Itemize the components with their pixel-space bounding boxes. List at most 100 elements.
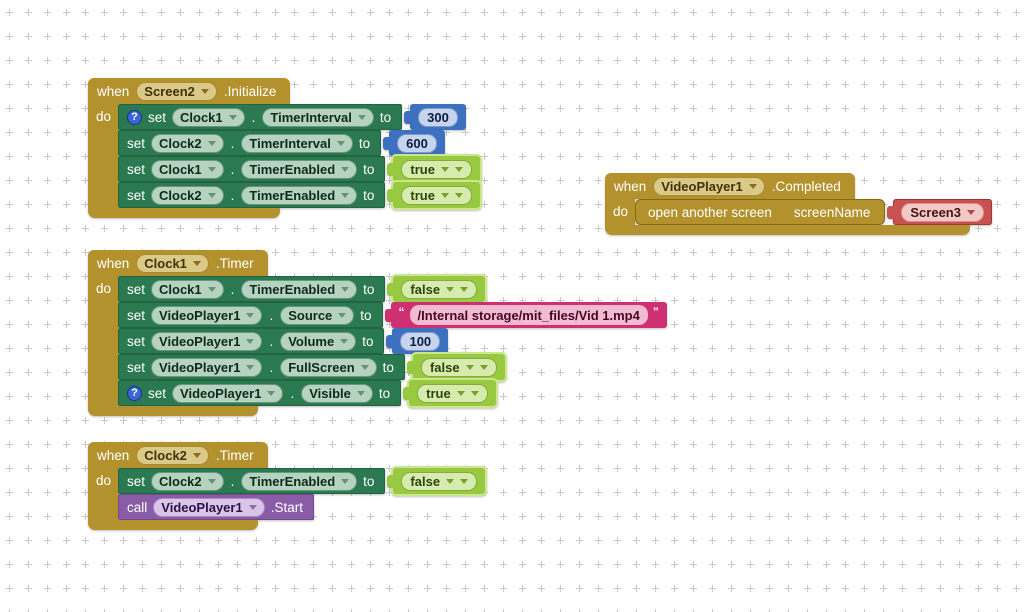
event-block-header[interactable]: when Clock2 .Timer [88, 442, 268, 468]
set-block[interactable]: set Clock1. TimerEnabled to [118, 156, 386, 182]
chevron-down-icon [460, 286, 469, 292]
component-dropdown-label: Clock2 [144, 447, 187, 463]
property-dropdown[interactable]: Volume [280, 331, 357, 351]
number-block[interactable]: 600 [383, 130, 445, 156]
set-block[interactable]: set VideoPlayer1. FullScreen to [118, 354, 405, 380]
event-block-clock1.timer[interactable]: when Clock1 .Timer do set Clock1. TimerEnabled… [88, 250, 667, 416]
set-label: set [127, 307, 146, 323]
chevron-down-icon [338, 312, 347, 318]
boolean-dropdown-label: true [426, 385, 451, 401]
component-dropdown-label: Clock2 [159, 135, 202, 151]
set-block[interactable]: set Clock1. TimerEnabled to [118, 276, 386, 302]
do-label: do [88, 276, 118, 406]
component-dropdown[interactable]: VideoPlayer1 [153, 497, 265, 517]
set-label: set [127, 281, 146, 297]
chevron-down-icon [192, 452, 201, 458]
component-dropdown-label: Clock2 [159, 187, 202, 203]
component-dropdown[interactable]: Clock1 [151, 159, 224, 179]
dot-label: . [251, 109, 256, 125]
event-block-header[interactable]: when Screen2 .Initialize [88, 78, 291, 104]
number-field[interactable]: 100 [400, 331, 441, 351]
number-field[interactable]: 600 [397, 133, 437, 153]
component-dropdown[interactable]: Screen2 [136, 81, 217, 101]
chevron-down-icon [470, 390, 479, 396]
chevron-down-icon [340, 338, 349, 344]
boolean-block[interactable]: true [403, 380, 496, 406]
call-label: call [127, 499, 148, 515]
event-block-header[interactable]: when VideoPlayer1 .Completed [605, 173, 855, 199]
component-dropdown[interactable]: VideoPlayer1 [172, 383, 284, 403]
component-dropdown[interactable]: Clock2 [136, 445, 209, 465]
screen-dropdown[interactable]: Screen3 [901, 202, 984, 222]
property-dropdown[interactable]: TimerEnabled [241, 185, 358, 205]
number-block[interactable]: 300 [404, 104, 466, 130]
property-dropdown[interactable]: TimerEnabled [241, 279, 358, 299]
boolean-dropdown[interactable]: false [420, 357, 497, 377]
boolean-dropdown[interactable]: false [401, 279, 478, 299]
property-dropdown[interactable]: TimerInterval [262, 107, 374, 127]
component-dropdown-label: VideoPlayer1 [661, 178, 743, 194]
chevron-down-icon [341, 286, 350, 292]
set-label: set [127, 187, 146, 203]
boolean-dropdown[interactable]: false [401, 471, 478, 491]
to-label: to [360, 307, 372, 323]
component-dropdown-label: Clock1 [159, 161, 202, 177]
boolean-dropdown[interactable]: true [401, 185, 472, 205]
number-field[interactable]: 300 [418, 107, 458, 127]
set-block[interactable]: set Clock2. TimerEnabled to [118, 468, 386, 494]
to-label: to [358, 135, 371, 151]
component-dropdown[interactable]: Clock1 [151, 279, 224, 299]
dot-label: . [230, 187, 235, 203]
property-dropdown[interactable]: FullScreen [280, 357, 377, 377]
call-block[interactable]: call VideoPlayer1 .Start [118, 494, 314, 520]
boolean-block[interactable]: true [387, 182, 480, 208]
component-dropdown[interactable]: VideoPlayer1 [151, 331, 263, 351]
set-block[interactable]: set Clock2. TimerInterval to [118, 130, 382, 156]
chevron-down-icon [454, 166, 463, 172]
boolean-block[interactable]: true [387, 156, 480, 182]
property-dropdown[interactable]: TimerEnabled [241, 159, 358, 179]
set-block[interactable]: ? set Clock1. TimerInterval to [118, 104, 403, 130]
component-dropdown[interactable]: VideoPlayer1 [151, 305, 263, 325]
event-block-screen2.initialize[interactable]: when Screen2 .Initialize do? set Clock1. Timer… [88, 78, 480, 218]
boolean-block[interactable]: false [406, 354, 505, 380]
property-dropdown[interactable]: TimerEnabled [241, 471, 358, 491]
event-block-clock2.timer[interactable]: when Clock2 .Timer do set Clock2. TimerEnabled… [88, 442, 486, 530]
string-field[interactable]: /Internal storage/mit_files/Vid 1.mp4 [409, 305, 648, 325]
question-icon[interactable]: ? [127, 385, 142, 401]
component-dropdown[interactable]: Clock2 [151, 185, 224, 205]
property-dropdown[interactable]: TimerInterval [241, 133, 353, 153]
set-block[interactable]: set VideoPlayer1. Volume to [118, 328, 385, 354]
screen-dropdown-block[interactable]: Screen3 [887, 199, 992, 225]
event-block-header[interactable]: when Clock1 .Timer [88, 250, 268, 276]
property-dropdown[interactable]: Source [280, 305, 355, 325]
chevron-down-icon [966, 209, 975, 215]
chevron-down-icon [336, 140, 345, 146]
component-dropdown[interactable]: Clock1 [172, 107, 245, 127]
set-block[interactable]: ? set VideoPlayer1. Visible to [118, 380, 402, 406]
boolean-dropdown[interactable]: true [401, 159, 472, 179]
when-label: when [97, 83, 130, 99]
boolean-block[interactable]: false [387, 276, 486, 302]
to-label: to [363, 187, 375, 203]
string-block[interactable]: “ /Internal storage/mit_files/Vid 1.mp4 ” [384, 302, 667, 328]
boolean-dropdown-label: true [410, 161, 435, 177]
set-block[interactable]: set VideoPlayer1. Source to [118, 302, 383, 328]
set-label: set [127, 359, 146, 375]
do-label: do [88, 468, 118, 520]
property-dropdown[interactable]: Visible [301, 383, 373, 403]
boolean-block[interactable]: false [387, 468, 486, 494]
open-screen-block[interactable]: open another screen screenName [635, 199, 886, 225]
chevron-down-icon [440, 192, 449, 198]
component-dropdown[interactable]: Clock2 [151, 471, 224, 491]
question-icon[interactable]: ? [127, 109, 142, 125]
set-block[interactable]: set Clock2. TimerEnabled to [118, 182, 386, 208]
component-dropdown[interactable]: Clock2 [151, 133, 224, 153]
event-block-videoplayer1.completed[interactable]: when VideoPlayer1 .Completed do open another… [605, 173, 992, 235]
component-dropdown[interactable]: VideoPlayer1 [653, 176, 765, 196]
number-block[interactable]: 100 [386, 328, 449, 354]
component-dropdown[interactable]: VideoPlayer1 [151, 357, 263, 377]
boolean-dropdown[interactable]: true [417, 383, 488, 403]
component-dropdown[interactable]: Clock1 [136, 253, 209, 273]
